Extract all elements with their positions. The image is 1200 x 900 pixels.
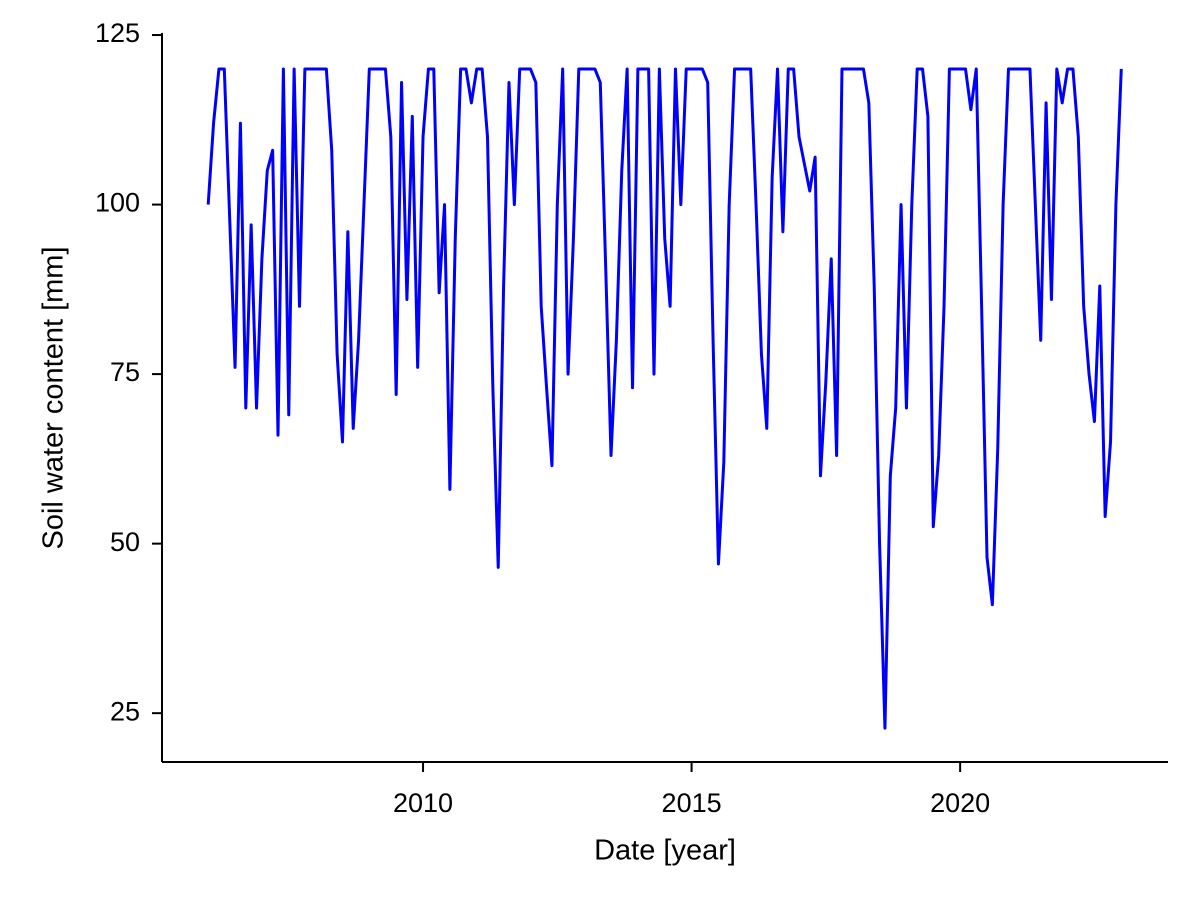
y-tick-label: 25 <box>110 696 140 726</box>
data-line <box>206 67 1123 730</box>
y-tick-label: 100 <box>95 188 140 218</box>
x-tick-label: 2020 <box>930 788 990 818</box>
x-axis-label: Date [year] <box>594 835 736 867</box>
y-axis-label: Soil water content [mm] <box>38 247 70 550</box>
y-tick-label: 75 <box>110 357 140 387</box>
x-tick-label: 2010 <box>393 788 453 818</box>
y-tick-label: 125 <box>95 18 140 48</box>
y-tick-label: 50 <box>110 527 140 557</box>
x-tick-label: 2015 <box>662 788 722 818</box>
